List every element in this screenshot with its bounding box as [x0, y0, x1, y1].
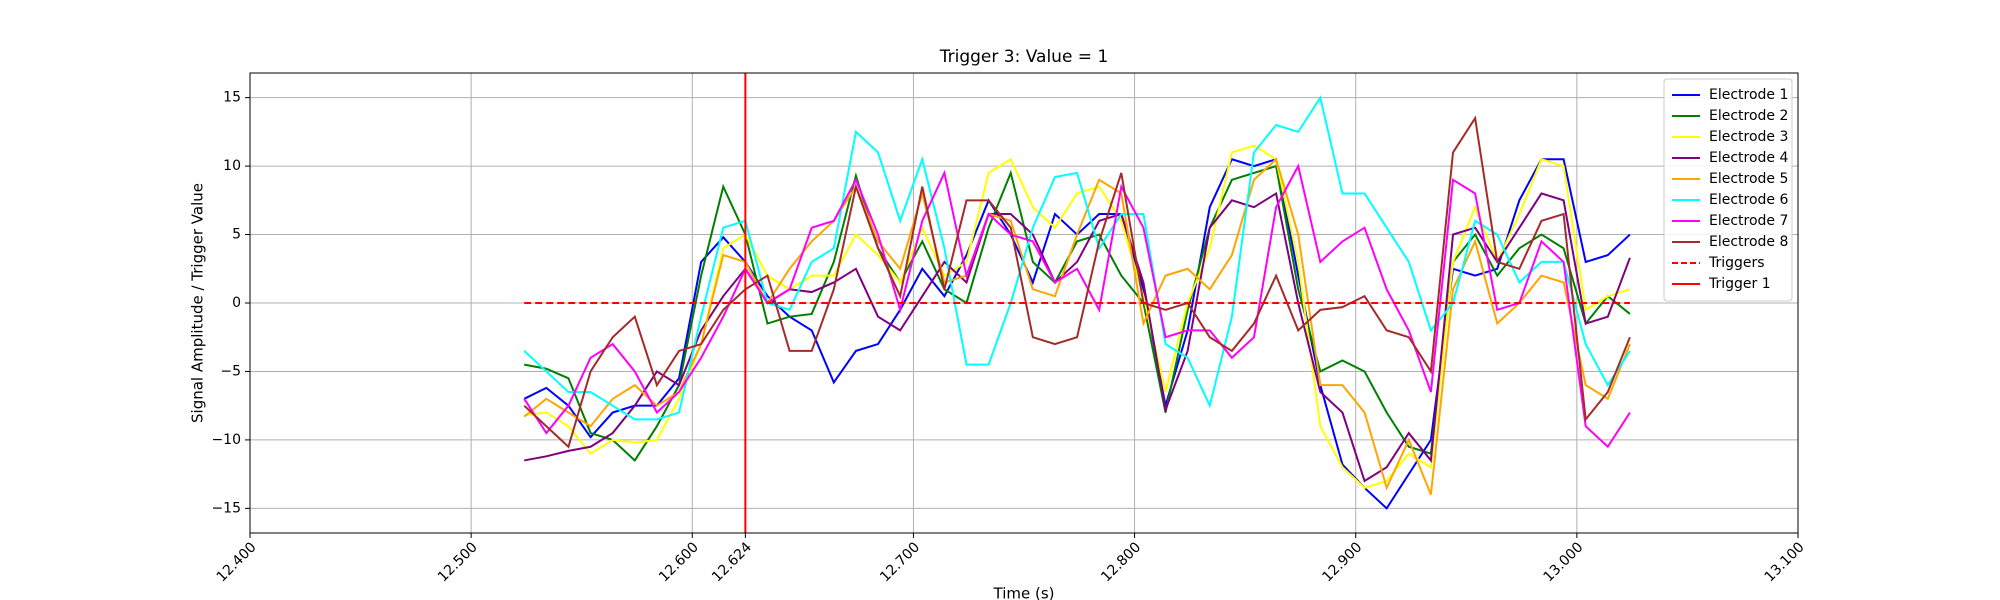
legend-label: Electrode 2 [1709, 108, 1788, 124]
legend-label: Electrode 3 [1709, 129, 1788, 145]
legend-label: Electrode 1 [1709, 87, 1788, 103]
legend-label: Triggers [1708, 255, 1765, 271]
y-axis-label: Signal Amplitude / Trigger Value [189, 183, 207, 423]
legend-label: Electrode 8 [1709, 234, 1788, 250]
y-tick-label: −5 [220, 363, 241, 379]
x-tick-label: 12.800 [1098, 539, 1144, 585]
legend-label: Electrode 6 [1709, 192, 1788, 208]
y-tick-label: 5 [232, 227, 241, 243]
series-line [523, 163, 1631, 449]
x-tick-label: 13.100 [1762, 539, 1808, 585]
series-line [523, 115, 1631, 449]
series-line [523, 95, 1631, 421]
x-tick-label: 12.900 [1319, 539, 1365, 585]
y-tick-label: −10 [211, 432, 241, 448]
y-tick-label: 10 [223, 158, 241, 174]
y-tick-label: −15 [211, 500, 241, 516]
x-tick-label: 12.400 [214, 539, 260, 585]
y-tick-label: 0 [232, 295, 241, 311]
chart-title: Trigger 3: Value = 1 [939, 47, 1109, 67]
x-tick-label: 12.700 [877, 539, 923, 585]
series-line [523, 157, 1631, 496]
x-tick-label: 13.000 [1541, 539, 1587, 585]
x-axis-label: Time (s) [993, 585, 1055, 600]
x-tick-label: 12.600 [656, 539, 702, 585]
legend-box [1663, 78, 1793, 302]
y-tick-label: 15 [223, 90, 241, 106]
legend-label: Electrode 7 [1709, 213, 1788, 229]
series-line [524, 191, 1631, 483]
legend-label: Electrode 4 [1709, 150, 1788, 166]
x-tick-label: 12.624 [709, 539, 755, 585]
x-tick-label: 12.500 [435, 539, 481, 585]
legend-label: Trigger 1 [1708, 276, 1771, 292]
axes-frame [249, 72, 1799, 534]
legend-label: Electrode 5 [1709, 171, 1788, 187]
series-line [524, 164, 1631, 462]
